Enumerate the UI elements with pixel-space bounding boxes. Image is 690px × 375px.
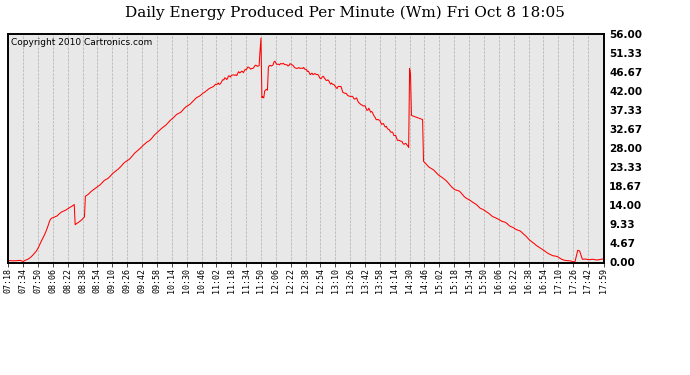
Text: Copyright 2010 Cartronics.com: Copyright 2010 Cartronics.com <box>11 38 152 47</box>
Text: Daily Energy Produced Per Minute (Wm) Fri Oct 8 18:05: Daily Energy Produced Per Minute (Wm) Fr… <box>125 6 565 20</box>
